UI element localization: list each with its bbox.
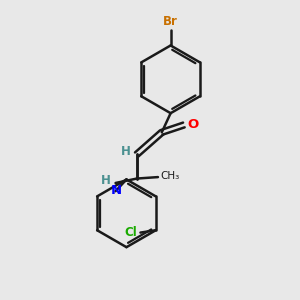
Text: O: O: [188, 118, 199, 131]
Text: H: H: [120, 145, 130, 158]
Text: CH₃: CH₃: [160, 171, 180, 181]
Text: N: N: [111, 184, 122, 197]
Text: H: H: [100, 174, 110, 187]
Text: Br: Br: [163, 15, 178, 28]
Text: Cl: Cl: [125, 226, 137, 239]
